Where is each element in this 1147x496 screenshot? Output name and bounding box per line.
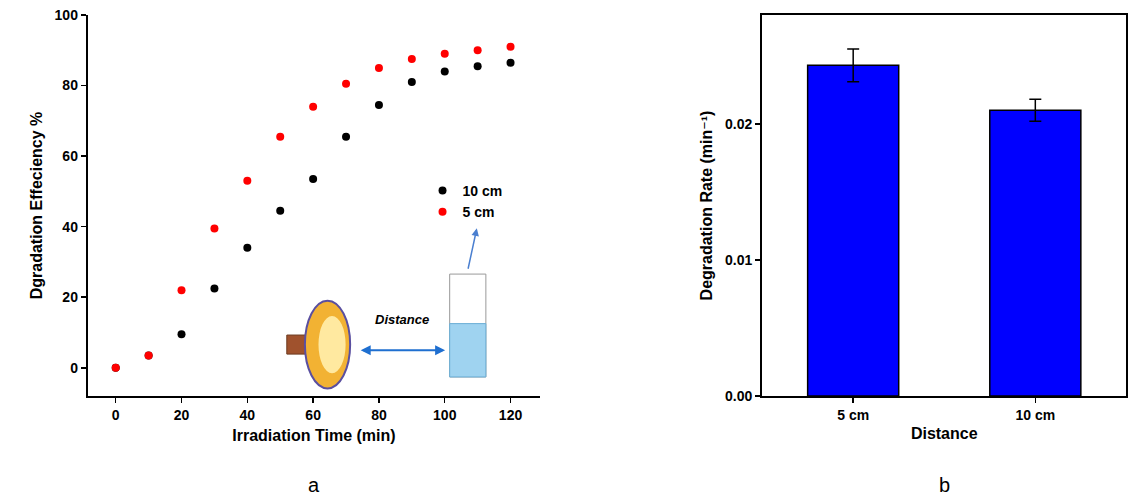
svg-text:60: 60 — [62, 148, 78, 164]
svg-text:5 cm: 5 cm — [837, 407, 869, 423]
svg-text:Degradation Rate (min⁻¹): Degradation Rate (min⁻¹) — [698, 111, 715, 301]
svg-text:40: 40 — [240, 407, 256, 423]
svg-text:120: 120 — [499, 407, 523, 423]
svg-text:Dgradation Effeciency %: Dgradation Effeciency % — [28, 112, 45, 300]
svg-text:0: 0 — [112, 407, 120, 423]
svg-text:60: 60 — [305, 407, 321, 423]
svg-text:Distance: Distance — [911, 425, 978, 442]
svg-text:a: a — [308, 474, 320, 496]
svg-text:Irradiation Time (min): Irradiation Time (min) — [232, 427, 395, 444]
svg-text:0.02: 0.02 — [725, 116, 752, 132]
svg-text:Distance: Distance — [375, 312, 429, 327]
svg-text:40: 40 — [62, 219, 78, 235]
svg-text:80: 80 — [62, 77, 78, 93]
svg-text:10 cm: 10 cm — [463, 183, 503, 199]
svg-text:100: 100 — [55, 7, 79, 23]
svg-text:20: 20 — [62, 289, 78, 305]
svg-text:100: 100 — [433, 407, 457, 423]
svg-text:0: 0 — [70, 360, 78, 376]
svg-text:b: b — [939, 474, 950, 496]
svg-text:5 cm: 5 cm — [463, 204, 495, 220]
svg-text:0.01: 0.01 — [725, 252, 752, 268]
svg-text:20: 20 — [174, 407, 190, 423]
svg-text:80: 80 — [371, 407, 387, 423]
svg-text:10 cm: 10 cm — [1015, 407, 1055, 423]
svg-text:0.00: 0.00 — [725, 388, 752, 404]
